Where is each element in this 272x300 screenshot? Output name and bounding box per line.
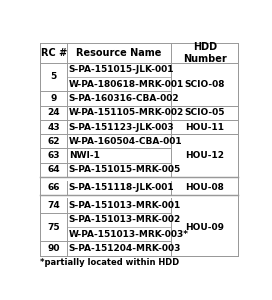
Text: S-PA-151015-MRK-005: S-PA-151015-MRK-005 <box>69 166 181 175</box>
Text: Resource Name: Resource Name <box>76 48 162 58</box>
Text: HDD
Number: HDD Number <box>183 42 227 64</box>
Text: W-PA-151105-MRK-002: W-PA-151105-MRK-002 <box>69 108 184 117</box>
Text: SCIO-08: SCIO-08 <box>184 80 225 88</box>
Text: W-PA-151013-MRK-003*: W-PA-151013-MRK-003* <box>69 230 189 239</box>
Text: NWI-1: NWI-1 <box>69 151 100 160</box>
Text: S-PA-151123-JLK-003: S-PA-151123-JLK-003 <box>69 122 174 131</box>
Text: 64: 64 <box>47 166 60 175</box>
Text: 90: 90 <box>47 244 60 253</box>
Text: W-PA-160504-CBA-001: W-PA-160504-CBA-001 <box>69 137 183 146</box>
Text: HOU-08: HOU-08 <box>185 183 224 192</box>
Text: S-PA-151013-MRK-001: S-PA-151013-MRK-001 <box>69 201 181 210</box>
Text: RC #: RC # <box>41 48 67 58</box>
Text: S-PA-151015-JLK-001: S-PA-151015-JLK-001 <box>69 65 174 74</box>
Text: SCIO-05: SCIO-05 <box>184 108 225 117</box>
Text: 9: 9 <box>51 94 57 103</box>
Text: S-PA-151204-MRK-003: S-PA-151204-MRK-003 <box>69 244 181 253</box>
Text: 43: 43 <box>47 122 60 131</box>
Text: 24: 24 <box>47 108 60 117</box>
Text: HOU-12: HOU-12 <box>185 151 224 160</box>
Text: S-PA-160316-CBA-002: S-PA-160316-CBA-002 <box>69 94 180 103</box>
Text: HOU-09: HOU-09 <box>185 223 224 232</box>
Text: HOU-11: HOU-11 <box>185 122 224 131</box>
Text: *partially located within HDD: *partially located within HDD <box>40 258 180 267</box>
Text: 62: 62 <box>47 137 60 146</box>
Text: 63: 63 <box>47 151 60 160</box>
Text: 74: 74 <box>47 201 60 210</box>
Text: 75: 75 <box>47 223 60 232</box>
Text: 66: 66 <box>47 183 60 192</box>
Text: S-PA-151013-MRK-002: S-PA-151013-MRK-002 <box>69 215 181 224</box>
Text: S-PA-151118-JLK-001: S-PA-151118-JLK-001 <box>69 183 174 192</box>
Text: W-PA-180618-MRK-001: W-PA-180618-MRK-001 <box>69 80 184 88</box>
Text: 5: 5 <box>51 72 57 81</box>
